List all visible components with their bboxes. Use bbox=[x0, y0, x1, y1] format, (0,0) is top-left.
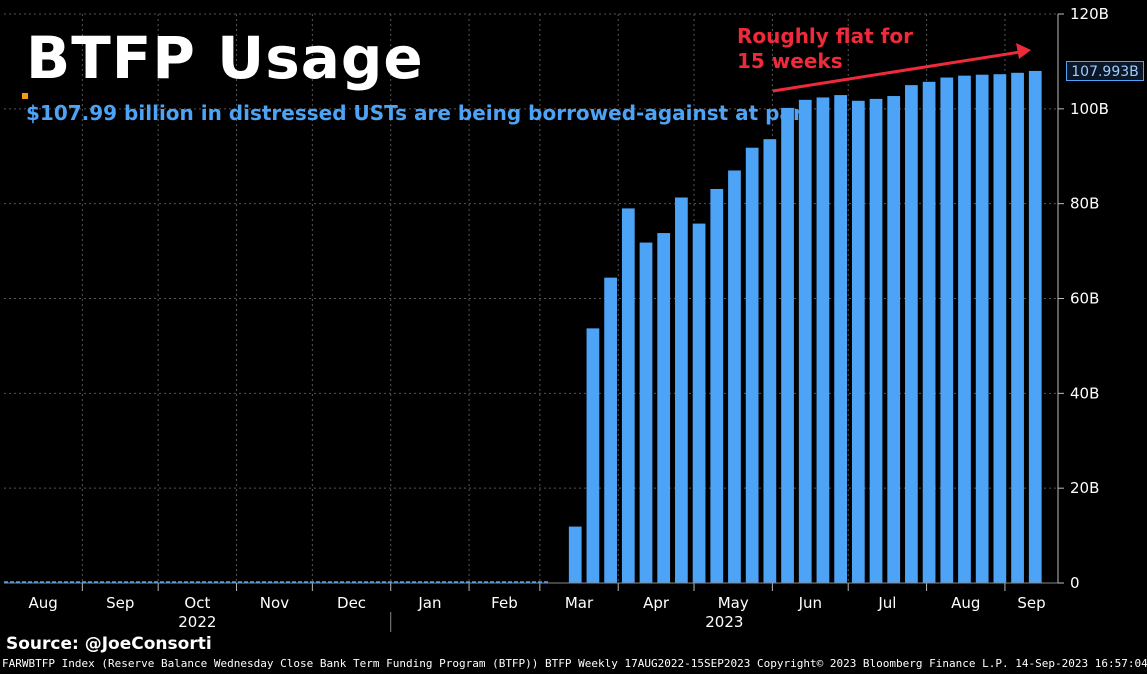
bar bbox=[887, 96, 901, 584]
axes: 0 20B 40B 60B 80B 100B 120B Aug Sep Oct Nov Dec Jan F… bbox=[4, 5, 1109, 632]
bar bbox=[869, 98, 883, 584]
y-tick-label: 60B bbox=[1070, 290, 1099, 308]
chart-subtitle: $107.99 billion in distressed USTs are b… bbox=[26, 101, 803, 125]
x-month-label: Aug bbox=[29, 594, 58, 612]
bar bbox=[1028, 70, 1042, 584]
bar bbox=[781, 107, 794, 583]
bar bbox=[905, 85, 918, 583]
bar bbox=[922, 81, 936, 583]
bar bbox=[728, 170, 741, 583]
last-value-tag: 107.993B bbox=[1066, 61, 1144, 81]
trend-arrow-line bbox=[772, 50, 1021, 93]
x-month-label: Jun bbox=[798, 594, 822, 612]
x-month-label: Nov bbox=[260, 594, 289, 612]
x-month-label: Jul bbox=[877, 594, 896, 612]
bar bbox=[798, 99, 812, 584]
x-month-label: Oct bbox=[184, 594, 210, 612]
source-credit: Source: @JoeConsorti bbox=[6, 634, 212, 654]
bar bbox=[675, 197, 688, 583]
y-tick-label: 40B bbox=[1070, 384, 1099, 402]
bar bbox=[1011, 72, 1024, 584]
bar bbox=[834, 95, 847, 584]
bar bbox=[710, 188, 724, 583]
trend-annotation: Roughly flat for 15 weeks bbox=[737, 24, 913, 73]
bar bbox=[745, 147, 759, 583]
trend-arrow bbox=[772, 43, 1031, 93]
trend-arrow-head bbox=[1016, 43, 1031, 59]
page-title: BTFP Usage bbox=[26, 24, 424, 92]
bar bbox=[604, 277, 617, 583]
x-year-label: 2022 bbox=[178, 613, 216, 631]
bar bbox=[568, 526, 582, 583]
bar bbox=[657, 233, 671, 583]
bar bbox=[692, 223, 706, 583]
y-tick-label: 120B bbox=[1070, 5, 1109, 23]
bar bbox=[851, 100, 865, 584]
x-month-label: Sep bbox=[106, 594, 134, 612]
y-tick-label: 80B bbox=[1070, 195, 1099, 213]
x-month-label: May bbox=[718, 594, 749, 612]
x-month-label: Mar bbox=[565, 594, 594, 612]
bar bbox=[816, 97, 830, 583]
bar bbox=[993, 74, 1007, 583]
bar bbox=[958, 75, 971, 584]
y-tick-label: 0 bbox=[1070, 574, 1080, 592]
bar bbox=[621, 208, 635, 584]
x-month-label: Feb bbox=[491, 594, 518, 612]
bar bbox=[586, 328, 600, 583]
y-tick-label: 20B bbox=[1070, 479, 1099, 497]
bar bbox=[763, 139, 777, 583]
bar-series bbox=[568, 70, 1042, 584]
y-tick-label: 100B bbox=[1070, 100, 1109, 118]
x-month-label: Dec bbox=[337, 594, 366, 612]
legend-marker bbox=[22, 93, 28, 99]
grid-lines bbox=[4, 13, 1058, 583]
bar bbox=[975, 74, 989, 584]
x-month-label: Jan bbox=[417, 594, 441, 612]
x-month-label: Sep bbox=[1017, 594, 1045, 612]
bar bbox=[639, 242, 653, 583]
bar bbox=[940, 77, 954, 583]
x-month-label: Apr bbox=[643, 594, 670, 612]
x-year-label: 2023 bbox=[705, 613, 743, 631]
bloomberg-footer: FARWBTFP Index (Reserve Balance Wednesda… bbox=[2, 657, 1147, 670]
x-month-label: Aug bbox=[951, 594, 980, 612]
